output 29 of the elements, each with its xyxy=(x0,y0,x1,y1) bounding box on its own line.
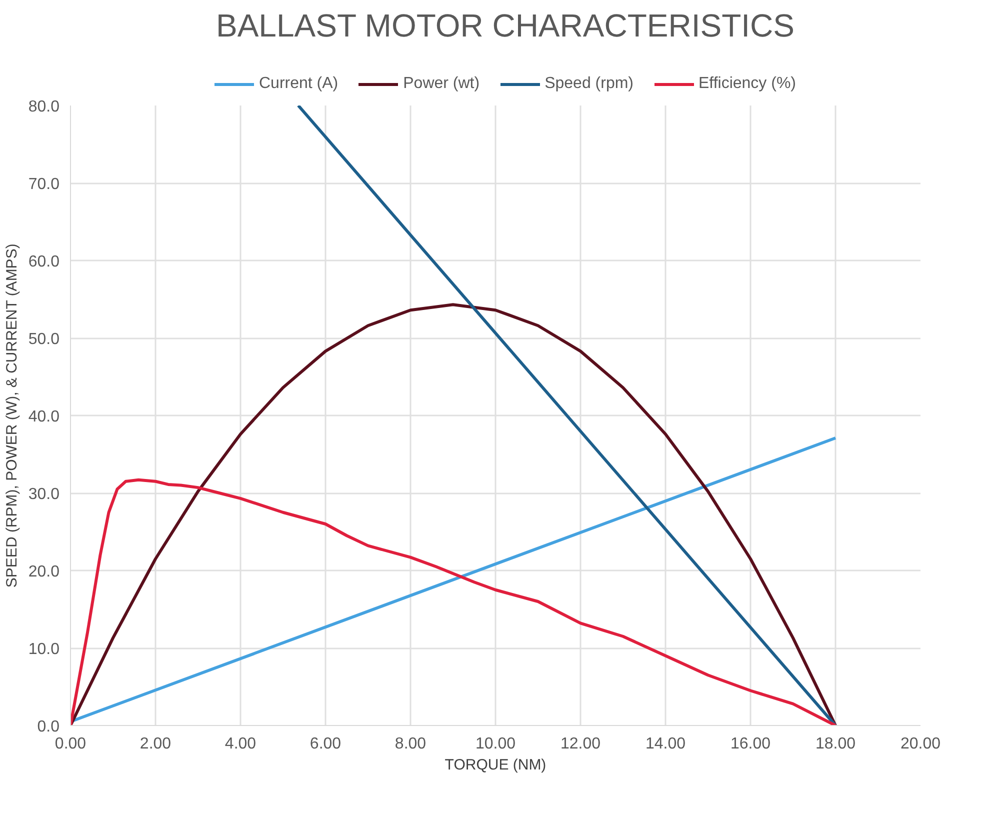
y-tick-label: 30.0 xyxy=(28,486,60,503)
x-tick-label: 12.00 xyxy=(560,736,601,752)
x-tick-label: 18.00 xyxy=(815,736,856,752)
y-tick-label: 80.0 xyxy=(28,98,60,116)
x-tick-label: 14.00 xyxy=(645,736,686,752)
legend-label: Speed (rpm) xyxy=(544,75,634,93)
legend-label: Efficiency (%) xyxy=(698,75,796,93)
y-tick-label: 10.0 xyxy=(28,641,60,658)
x-tick-label: 6.00 xyxy=(310,736,342,752)
y-axis-title: SPEED (RPM), POWER (W), & CURRENT (AMPS) xyxy=(3,244,20,588)
x-tick-label: 0.00 xyxy=(54,736,86,752)
x-tick-label: 8.00 xyxy=(394,736,426,752)
y-tick-label: 0.0 xyxy=(37,718,60,736)
y-tick-label: 70.0 xyxy=(28,176,60,193)
legend-label: Current (A) xyxy=(258,75,338,93)
line-series xyxy=(70,478,837,726)
y-tick-label: 60.0 xyxy=(28,254,60,270)
y-tick-label: 50.0 xyxy=(28,331,60,348)
x-tick-label: 20.00 xyxy=(900,736,941,752)
legend-label: Power (wt) xyxy=(403,75,480,93)
line-series xyxy=(70,303,837,726)
x-tick-label: 16.00 xyxy=(730,736,771,752)
x-tick-label: 10.00 xyxy=(475,736,516,752)
y-tick-label: 20.0 xyxy=(28,564,60,580)
chart-title: BALLAST MOTOR CHARACTERISTICS xyxy=(216,8,794,44)
x-tick-label: 2.00 xyxy=(140,736,172,752)
y-tick-label: 40.0 xyxy=(28,408,60,426)
x-axis-title: TORQUE (NM) xyxy=(444,756,546,774)
x-tick-label: 4.00 xyxy=(224,736,256,752)
